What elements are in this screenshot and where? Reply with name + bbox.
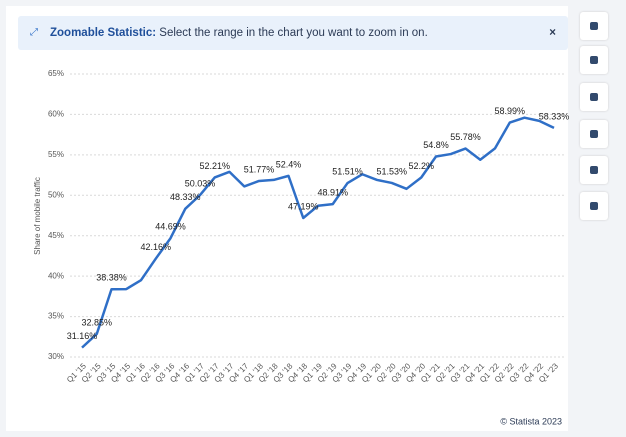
- data-label: 55.78%: [450, 132, 481, 142]
- favorite-button[interactable]: [580, 12, 608, 40]
- data-label: 50.03%: [185, 178, 216, 188]
- banner-title: Zoomable Statistic:: [50, 27, 157, 39]
- data-label: 51.51%: [332, 166, 363, 176]
- data-label: 52.2%: [408, 161, 434, 171]
- banner-message: Select the range in the chart you want t…: [159, 27, 428, 39]
- y-axis-label: Share of mobile traffic: [33, 177, 42, 255]
- zoom-banner: ⤢ Zoomable Statistic: Select the range i…: [18, 16, 568, 50]
- share-button[interactable]: [580, 120, 608, 148]
- y-tick-label: 50%: [48, 190, 64, 199]
- panel: [6, 6, 568, 431]
- data-label: 52.4%: [276, 159, 302, 169]
- y-tick-label: 45%: [48, 231, 64, 240]
- cite-button[interactable]: [580, 156, 608, 184]
- data-label: 31.16%: [67, 331, 98, 341]
- print-button[interactable]: [580, 192, 608, 220]
- data-label: 48.91%: [317, 187, 348, 197]
- data-label: 58.99%: [494, 106, 525, 116]
- data-label: 38.38%: [96, 273, 127, 283]
- zoom-icon: ⤢: [30, 27, 38, 38]
- data-label: 47.19%: [288, 201, 319, 211]
- data-label: 52.21%: [199, 161, 230, 171]
- y-tick-label: 30%: [48, 352, 64, 361]
- data-label: 51.77%: [244, 164, 275, 174]
- data-label: 42.16%: [140, 242, 171, 252]
- y-tick-label: 55%: [48, 150, 64, 159]
- y-tick-label: 65%: [48, 69, 64, 78]
- close-button[interactable]: ×: [549, 27, 556, 39]
- y-tick-label: 35%: [48, 312, 64, 321]
- data-label: 48.33%: [170, 192, 201, 202]
- data-line: [81, 116, 555, 349]
- y-tick-label: 40%: [48, 271, 64, 280]
- data-label: 54.8%: [423, 140, 449, 150]
- data-label: 51.53%: [376, 166, 407, 176]
- alert-button[interactable]: [580, 46, 608, 74]
- source: © Statista 2023: [500, 416, 562, 426]
- data-label: 58.33%: [539, 111, 570, 121]
- y-tick-label: 60%: [48, 110, 64, 119]
- data-label: 44.69%: [155, 222, 186, 232]
- settings-button[interactable]: [580, 83, 608, 111]
- banner-text: Zoomable Statistic: Select the range in …: [50, 16, 428, 50]
- data-label: 32.85%: [81, 317, 112, 327]
